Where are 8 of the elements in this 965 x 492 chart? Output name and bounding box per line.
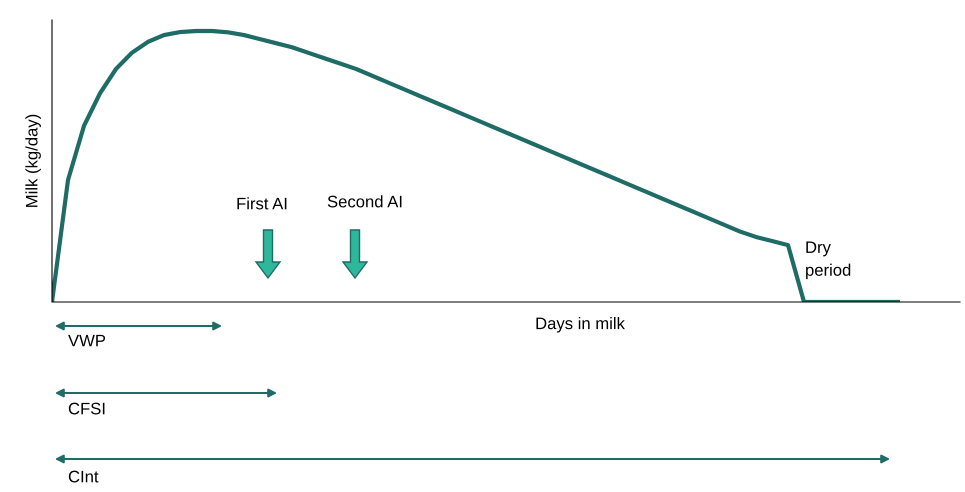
text: VWP — [68, 334, 106, 346]
x-axis-title: Days in milk — [536, 317, 625, 333]
text: CFSI — [68, 402, 104, 414]
annotation: Dry period — [806, 241, 850, 280]
text: CInt — [68, 470, 98, 482]
annotation: First AI — [237, 197, 286, 210]
y-axis-title: Milk (kg/day) — [25, 114, 41, 207]
annotation: Second AI — [328, 195, 402, 208]
